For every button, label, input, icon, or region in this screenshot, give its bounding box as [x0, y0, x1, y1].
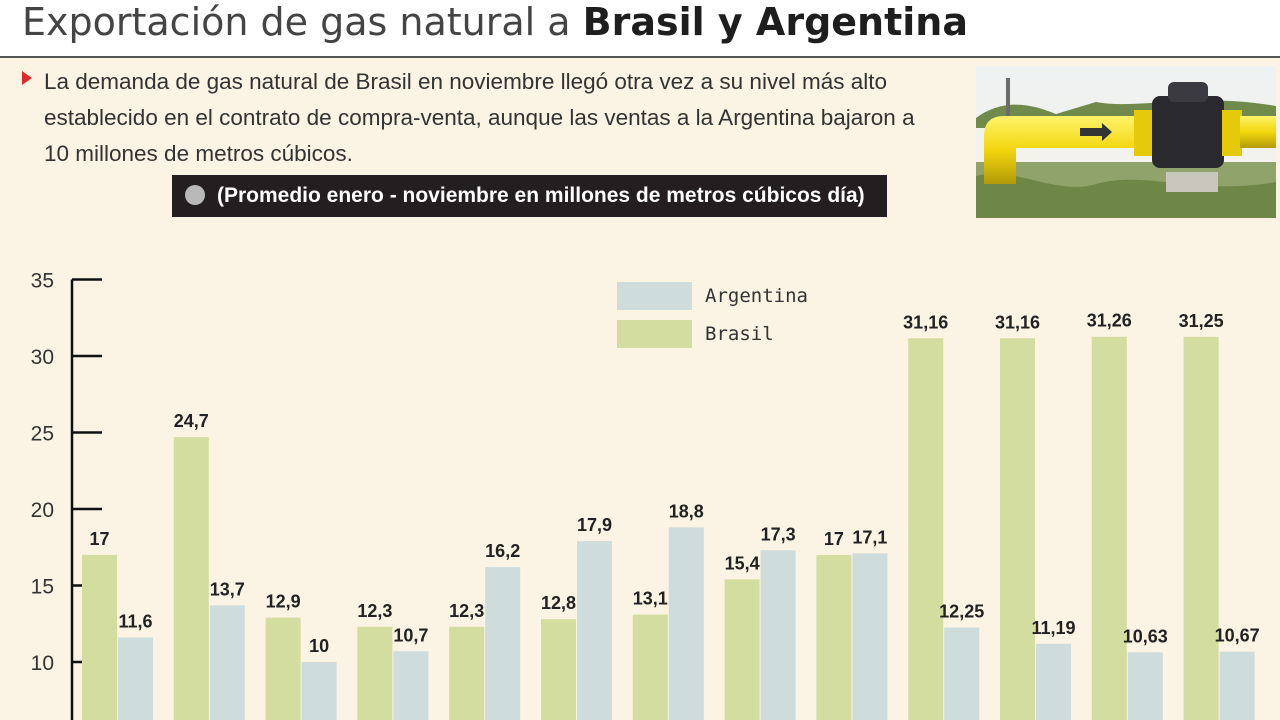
y-tick-label: 25 [31, 423, 54, 446]
legend-label-brasil: Brasil [705, 323, 774, 345]
legend-swatch-argentina [617, 282, 692, 310]
label-brasil: 31,25 [1179, 311, 1224, 331]
circle-bullet-icon [185, 185, 205, 205]
y-tick-label: 30 [31, 346, 54, 369]
title-prefix: Exportación de gas natural a [22, 0, 583, 44]
label-brasil: 12,3 [357, 601, 392, 621]
label-argentina: 13,7 [210, 579, 245, 599]
label-argentina: 18,8 [669, 501, 704, 521]
bar-brasil [357, 626, 393, 720]
bar-argentina [944, 627, 980, 720]
y-tick-label: 35 [31, 270, 54, 293]
bar-brasil [908, 338, 944, 720]
label-argentina: 17,9 [577, 515, 612, 535]
legend-label-argentina: Argentina [705, 285, 808, 307]
y-tick-label: 10 [31, 652, 54, 675]
bar-brasil [1183, 336, 1219, 720]
label-argentina: 10,63 [1123, 626, 1168, 646]
bar-argentina [393, 651, 429, 720]
label-argentina: 16,2 [485, 541, 520, 561]
bullet-triangle-icon [22, 71, 32, 85]
label-brasil: 12,8 [541, 593, 576, 613]
bar-brasil [724, 579, 760, 720]
y-tick-label: 20 [31, 499, 54, 522]
label-brasil: 17 [89, 529, 109, 549]
label-brasil: 15,4 [725, 553, 760, 573]
label-argentina: 17,3 [761, 524, 796, 544]
legend-title-text: (Promedio enero - noviembre en millones … [217, 184, 865, 207]
bar-brasil [82, 554, 117, 720]
label-argentina: 11,6 [118, 612, 152, 632]
label-argentina: 10,7 [393, 625, 428, 645]
bar-brasil [265, 617, 301, 720]
bar-brasil [632, 614, 668, 720]
bar-argentina [118, 637, 153, 720]
y-axis: 5101520253035 [31, 270, 102, 720]
title-bar: Exportación de gas natural a Brasil y Ar… [0, 0, 1280, 58]
bar-argentina [209, 605, 245, 720]
bar-brasil [1091, 336, 1127, 720]
subtitle-text: La demanda de gas natural de Brasil en n… [44, 69, 915, 166]
bar-argentina [1036, 643, 1071, 720]
page-title: Exportación de gas natural a Brasil y Ar… [22, 0, 968, 44]
bar-argentina [1219, 651, 1255, 720]
bar-brasil [1000, 338, 1035, 720]
bar-argentina [668, 527, 704, 720]
bar-brasil [541, 619, 576, 720]
label-brasil: 12,9 [266, 592, 301, 612]
legend-title-box: (Promedio enero - noviembre en millones … [172, 175, 887, 217]
title-bold: Brasil y Argentina [582, 0, 968, 44]
value-labels-group: 1711,624,713,712,91012,310,712,316,212,8… [89, 311, 1259, 656]
legend-swatch-brasil [617, 320, 692, 348]
y-tick-label: 15 [31, 576, 54, 599]
bar-brasil [173, 437, 209, 720]
label-argentina: 10,67 [1215, 626, 1260, 646]
label-argentina: 17,1 [852, 527, 887, 547]
label-argentina: 10 [309, 636, 329, 656]
bar-argentina [485, 567, 521, 720]
label-brasil: 13,1 [633, 589, 668, 609]
label-brasil: 31,16 [903, 312, 948, 332]
bar-brasil [816, 554, 852, 720]
bars-group [82, 336, 1255, 720]
label-brasil: 12,3 [449, 601, 484, 621]
label-brasil: 17 [824, 529, 844, 549]
label-brasil: 31,16 [995, 312, 1040, 332]
bar-argentina [852, 553, 888, 720]
label-brasil: 31,26 [1087, 311, 1132, 331]
bar-brasil [449, 626, 485, 720]
label-argentina: 11,19 [1031, 618, 1075, 638]
pipeline-photo [976, 66, 1276, 218]
legend: Argentina Brasil [617, 282, 808, 348]
label-argentina: 12,25 [939, 602, 984, 622]
label-brasil: 24,7 [174, 411, 209, 431]
bar-argentina [1127, 652, 1163, 720]
bar-argentina [760, 550, 796, 720]
bar-argentina [577, 541, 612, 720]
title-rule [0, 56, 1280, 58]
bar-argentina [301, 662, 337, 720]
